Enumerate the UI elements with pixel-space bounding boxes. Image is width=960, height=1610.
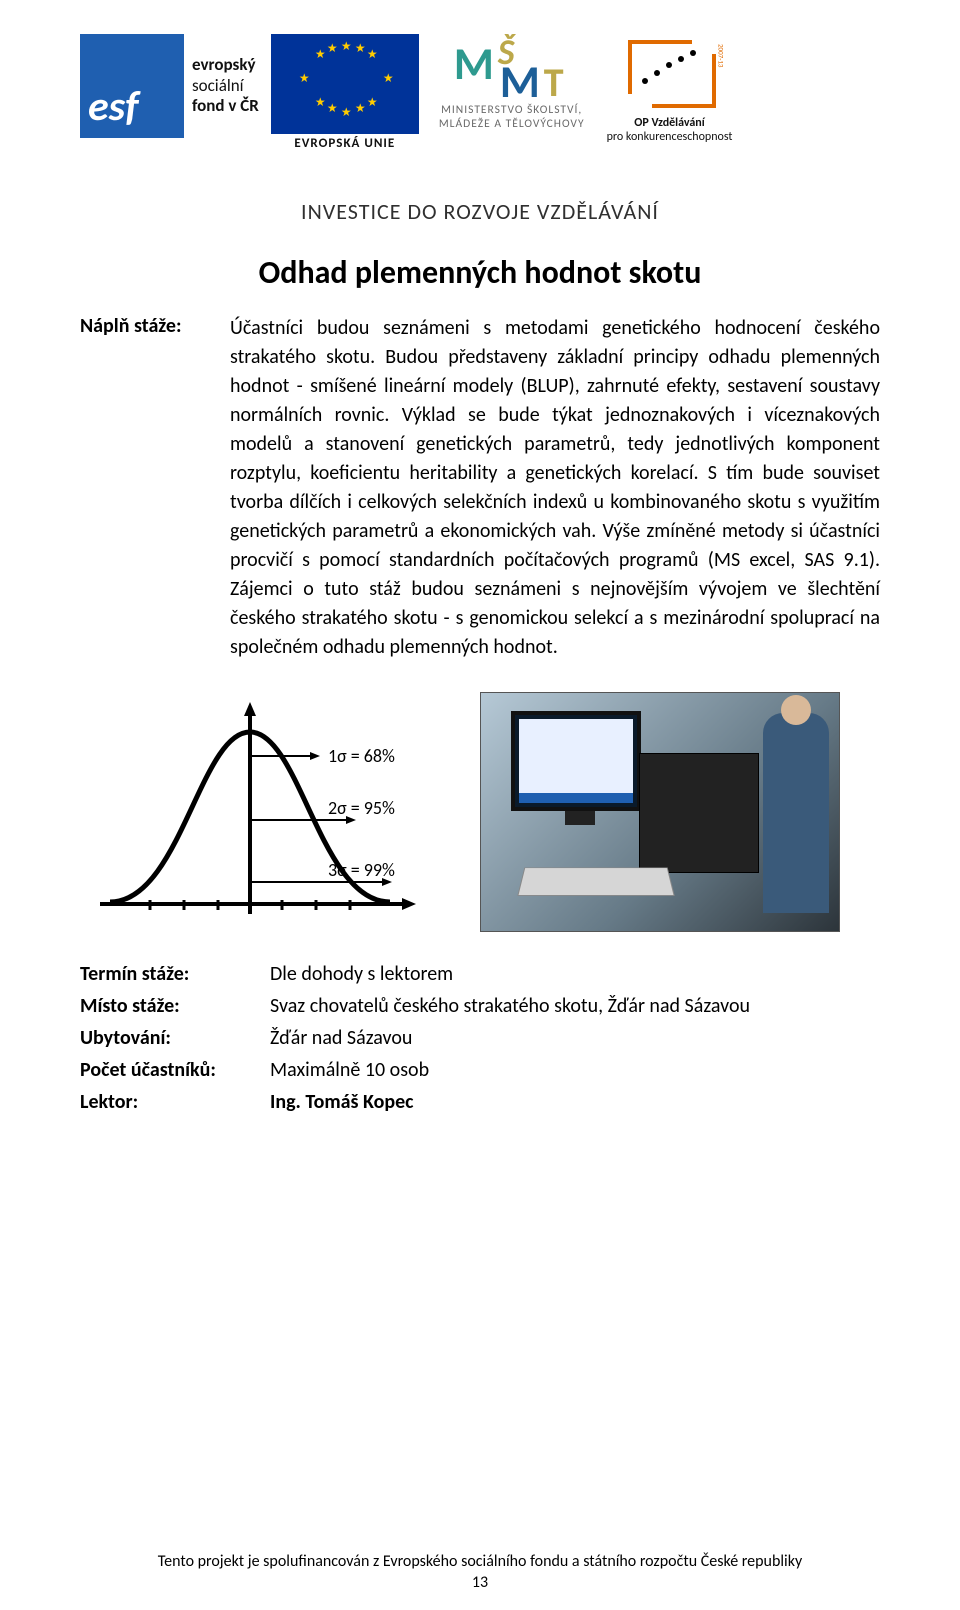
keyboard-icon [517,867,674,895]
op-l2: pro konkurenceschopnost [607,130,733,144]
sigma2-label: 2σ = 95% [328,797,395,819]
meta-value: Svaz chovatelů českého strakatého skotu,… [270,994,880,1018]
meta-row: Místo stáže: Svaz chovatelů českého stra… [80,994,880,1018]
meta-row: Lektor: Ing. Tomáš Kopec [80,1090,880,1114]
body-row: Náplň stáže: Účastníci budou seznámeni s… [80,314,880,662]
page-title: Odhad plemenných hodnot skotu [80,253,880,292]
esf-text-l2: sociální [192,76,259,96]
meta-value: Dle dohody s lektorem [270,962,880,986]
footer-line1: Tento projekt je spolufinancován z Evrop… [0,1552,960,1571]
esf-logo: evropský sociální fond v ČR [80,34,259,138]
esf-text: evropský sociální fond v ČR [192,55,259,116]
msmt-l2: MLÁDEŽE A TĚLOVÝCHOVY [439,118,585,132]
sigma1-label: 1σ = 68% [328,745,395,767]
person-icon [763,713,829,913]
msmt-logo-icon: M Š M T [444,34,580,102]
logo-band: evropský sociální fond v ČR ★ ★ ★ ★ ★ ★ … [80,28,880,188]
page: evropský sociální fond v ČR ★ ★ ★ ★ ★ ★ … [0,0,960,1114]
monitor-icon [511,711,641,811]
meta-row: Ubytování: Žďár nad Sázavou [80,1026,880,1050]
meta-label: Místo stáže: [80,994,270,1018]
body-label: Náplň stáže: [80,314,210,662]
op-side-label: 2007-13 [717,44,726,67]
op-l1: OP Vzdělávání [607,116,733,130]
gauss-svg: 1σ = 68% 2σ = 95% 3σ = 99% [80,692,440,932]
machine-icon [639,753,759,873]
op-text: OP Vzdělávání pro konkurenceschopnost [607,116,733,145]
op-logo-icon: 2007-13 [622,34,718,112]
eu-logo: ★ ★ ★ ★ ★ ★ ★ ★ ★ ★ ★ ★ EVROPSKÁ UNIE [271,34,419,151]
meta-label: Počet účastníků: [80,1058,270,1082]
esf-square-icon [80,34,184,138]
meta-label: Termín stáže: [80,962,270,986]
meta-value: Ing. Tomáš Kopec [270,1090,880,1114]
gauss-diagram: 1σ = 68% 2σ = 95% 3σ = 99% [80,692,440,932]
meta-value: Maximálně 10 osob [270,1058,880,1082]
sigma3-label: 3σ = 99% [328,859,395,881]
esf-text-l1: evropský [192,55,259,75]
meta-row: Termín stáže: Dle dohody s lektorem [80,962,880,986]
op-logo: 2007-13 OP Vzdělávání pro konkurencescho… [607,34,733,145]
invest-tagline: INVESTICE DO ROZVOJE VZDĚLÁVÁNÍ [80,198,880,225]
esf-text-l3: fond v ČR [192,96,259,116]
meta-label: Ubytování: [80,1026,270,1050]
msmt-logo: M Š M T MINISTERSTVO ŠKOLSTVÍ, MLÁDEŽE A… [439,34,585,132]
eu-flag-icon: ★ ★ ★ ★ ★ ★ ★ ★ ★ ★ ★ ★ [271,34,419,134]
meta-value: Žďár nad Sázavou [270,1026,880,1050]
body-paragraph: Účastníci budou seznámeni s metodami gen… [230,314,880,662]
meta-row: Počet účastníků: Maximálně 10 osob [80,1058,880,1082]
meta-block: Termín stáže: Dle dohody s lektorem Míst… [80,962,880,1114]
footer-page-no: 13 [0,1573,960,1592]
eu-label: EVROPSKÁ UNIE [294,136,395,151]
lab-photo [480,692,840,932]
page-footer: Tento projekt je spolufinancován z Evrop… [0,1552,960,1592]
meta-label: Lektor: [80,1090,270,1114]
image-row: 1σ = 68% 2σ = 95% 3σ = 99% [80,692,880,932]
